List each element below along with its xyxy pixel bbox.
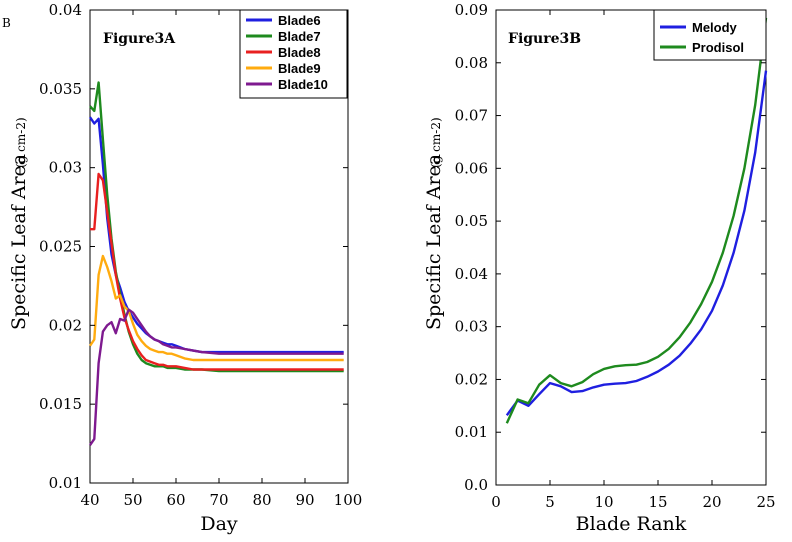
y-tick-label: 0.04 (455, 265, 488, 283)
legend-label-blade10: Blade10 (278, 77, 328, 92)
y-tick-label: 0.03 (455, 318, 488, 336)
x-ticks-b: 0 5 10 15 20 25 (491, 10, 776, 511)
y-tick-label: 0.05 (455, 212, 488, 230)
x-tick-label: 90 (295, 491, 314, 509)
y-tick-label: 0.01 (455, 423, 488, 441)
series-lines-a (89, 81, 344, 446)
x-ticks-a: 40 50 60 70 80 90 100 (80, 10, 362, 509)
y-tick-label: 0.01 (49, 474, 82, 492)
series-line-blade8 (90, 172, 344, 371)
chart-title-a: Figure3A (103, 31, 176, 47)
x-axis-label-a: Day (200, 513, 238, 535)
x-tick-label: 60 (166, 491, 185, 509)
x-tick-label: 80 (252, 491, 271, 509)
legend-label-prodisol: Prodisol (692, 40, 744, 55)
x-axis-label-b: Blade Rank (576, 513, 687, 535)
chart-title-b: Figure3B (508, 31, 581, 47)
legend-b: Melody Prodisol (653, 9, 767, 61)
series-line-blade10 (89, 308, 344, 446)
series-line-prodisol (505, 17, 768, 424)
y-ticks-b: 0.0 0.01 0.02 0.03 0.04 0.05 0.06 0.07 0.08 0.09 (455, 1, 766, 494)
y-tick-label: 0.06 (455, 159, 488, 177)
chart-figure3b: 0 5 10 15 20 25 0.00.010.020.030.040.050.060.… (423, 1, 776, 535)
x-tick-label: 5 (545, 493, 555, 511)
plot-frame-b (495, 9, 767, 486)
series-line-blade9 (89, 254, 344, 362)
x-tick-label: 10 (594, 493, 613, 511)
legend-label-blade6: Blade6 (278, 13, 321, 28)
series-lines-b (505, 17, 768, 424)
y-tick-label: 0.0 (464, 476, 488, 494)
y-tick-label: 0.025 (39, 238, 82, 256)
y-axis-label-a: Specific Leaf Area (8, 154, 30, 330)
x-tick-label: 20 (702, 493, 721, 511)
x-tick-label: 100 (334, 491, 363, 509)
legend-label-blade8: Blade8 (278, 45, 321, 60)
x-tick-label: 15 (648, 493, 667, 511)
y-tick-label: 0.08 (455, 54, 488, 72)
x-tick-label: 0 (491, 493, 501, 511)
y-axis-unit-a: (g cm-2) (14, 117, 28, 168)
y-ticks-a: 0.01 0.015 0.02 0.025 0.03 0.035 0.04 (39, 1, 348, 492)
x-tick-label: 50 (123, 491, 142, 509)
y-axis-unit-b: (g cm-2) (429, 117, 443, 168)
y-tick-label: 0.03 (49, 159, 82, 177)
y-axis-label-b: Specific Leaf Area (423, 154, 445, 330)
y-tick-label: 0.09 (455, 1, 488, 19)
y-tick-label: 0.02 (455, 370, 488, 388)
chart-figure3a: 40 50 60 70 80 90 100 0.010.0150.020.0250.030.… (8, 1, 362, 535)
x-tick-label: 40 (80, 491, 99, 509)
x-tick-label: 70 (209, 491, 228, 509)
legend-box-b (653, 9, 767, 61)
y-tick-label: 0.035 (39, 80, 82, 98)
y-tick-label: 0.015 (39, 395, 82, 413)
y-tick-label: 0.02 (49, 316, 82, 334)
y-tick-label: 0.04 (49, 1, 82, 19)
panel-letter: B (2, 16, 11, 30)
y-tick-label: 0.07 (455, 107, 488, 125)
legend-label-blade7: Blade7 (278, 29, 321, 44)
legend-label-melody: Melody (692, 20, 738, 35)
series-line-blade6 (89, 116, 344, 354)
x-tick-label: 25 (756, 493, 775, 511)
legend-label-blade9: Blade9 (278, 61, 321, 76)
series-line-melody (505, 70, 768, 417)
